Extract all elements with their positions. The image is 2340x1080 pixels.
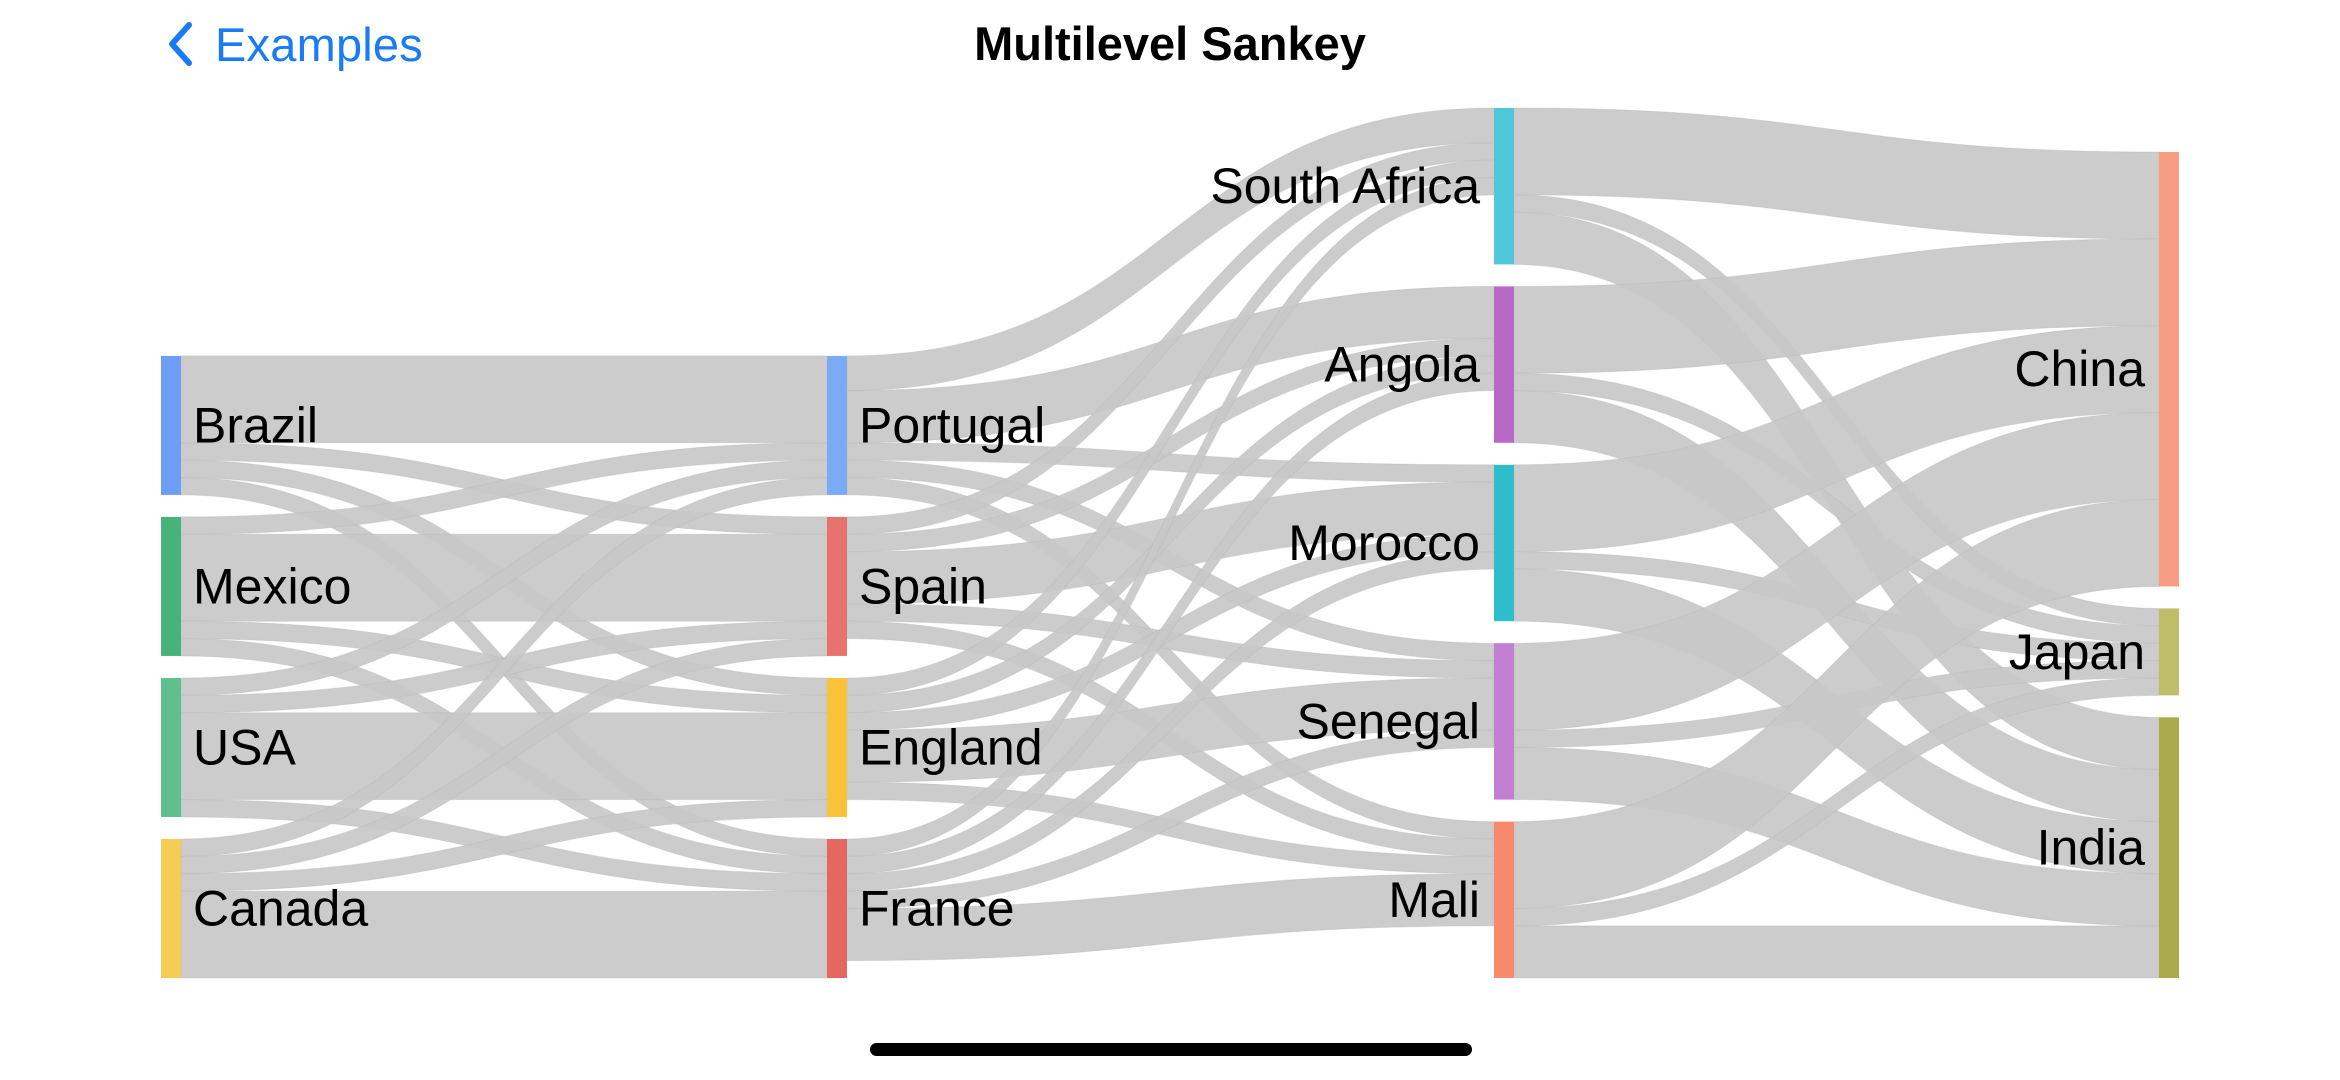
page-title: Multilevel Sankey [974, 17, 1366, 70]
node-label-japan: Japan [2009, 624, 2145, 680]
link-canada-to-spain[interactable] [180, 638, 828, 875]
node-label-angola: Angola [1324, 337, 1480, 393]
link-canada-to-england[interactable] [180, 799, 828, 892]
node-senegal[interactable] [1494, 643, 1514, 800]
node-label-usa: USA [193, 719, 296, 775]
node-label-china: China [2014, 341, 2145, 397]
node-label-south-africa: South Africa [1210, 158, 1480, 214]
node-usa[interactable] [161, 677, 181, 817]
back-button-label: Examples [215, 17, 423, 71]
node-label-spain: Spain [859, 558, 987, 614]
node-mali[interactable] [1494, 821, 1514, 978]
link-mali-to-india[interactable] [1513, 925, 2160, 979]
node-label-senegal: Senegal [1297, 693, 1481, 749]
node-angola[interactable] [1494, 286, 1514, 443]
node-india[interactable] [2159, 717, 2179, 978]
node-label-india: India [2037, 820, 2146, 876]
node-south-africa[interactable] [1494, 108, 1514, 265]
node-label-canada: Canada [193, 880, 368, 936]
navigation-bar: Examples Multilevel Sankey [0, 0, 2340, 90]
node-morocco[interactable] [1494, 464, 1514, 622]
sankey-links [180, 107, 2160, 979]
node-japan[interactable] [2159, 608, 2179, 696]
node-label-mali: Mali [1388, 872, 1480, 928]
node-label-brazil: Brazil [193, 397, 318, 453]
node-canada[interactable] [161, 838, 181, 978]
chevron-left-icon [169, 22, 192, 66]
node-brazil[interactable] [161, 355, 181, 495]
node-england[interactable] [827, 677, 847, 817]
node-portugal[interactable] [827, 355, 847, 495]
home-indicator [870, 1043, 1472, 1056]
sankey-nodes [161, 108, 2179, 978]
node-france[interactable] [827, 838, 847, 978]
sankey-labels: Brazil Mexico USA Canada Portugal Spain Englan… [193, 158, 2145, 936]
node-china[interactable] [2159, 152, 2179, 587]
node-spain[interactable] [827, 516, 847, 656]
node-label-england: England [859, 719, 1043, 775]
node-label-france: France [859, 880, 1015, 936]
back-button[interactable]: Examples [163, 14, 423, 74]
node-label-mexico: Mexico [193, 558, 351, 614]
node-label-morocco: Morocco [1288, 515, 1480, 571]
node-mexico[interactable] [161, 516, 181, 656]
node-label-portugal: Portugal [859, 397, 1045, 453]
